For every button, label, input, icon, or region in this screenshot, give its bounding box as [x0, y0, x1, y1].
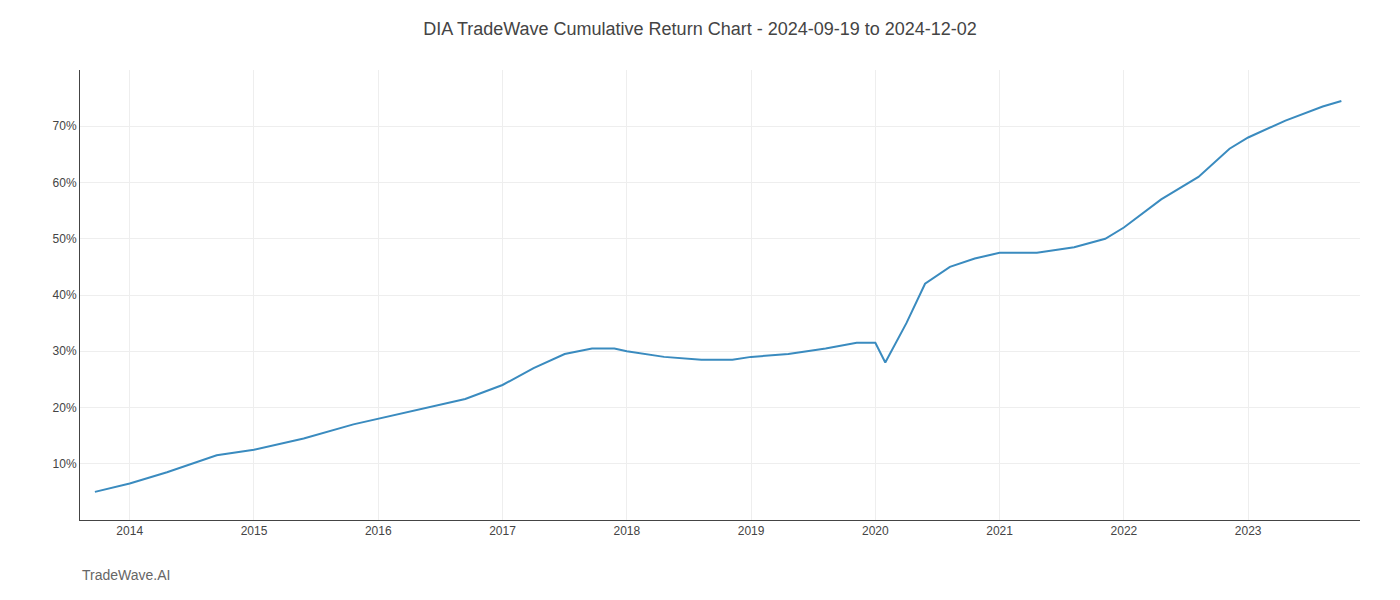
- svg-text:30%: 30%: [53, 344, 77, 358]
- svg-text:2022: 2022: [1111, 524, 1138, 538]
- svg-text:50%: 50%: [53, 232, 77, 246]
- svg-text:40%: 40%: [53, 288, 77, 302]
- svg-text:20%: 20%: [53, 401, 77, 415]
- svg-text:2016: 2016: [365, 524, 392, 538]
- svg-text:2014: 2014: [116, 524, 143, 538]
- svg-text:2015: 2015: [241, 524, 268, 538]
- svg-text:TradeWave.AI: TradeWave.AI: [82, 567, 170, 583]
- svg-text:60%: 60%: [53, 176, 77, 190]
- svg-text:10%: 10%: [53, 457, 77, 471]
- svg-text:2020: 2020: [862, 524, 889, 538]
- svg-text:70%: 70%: [53, 119, 77, 133]
- svg-text:2019: 2019: [738, 524, 765, 538]
- svg-text:2018: 2018: [613, 524, 640, 538]
- svg-text:2021: 2021: [986, 524, 1013, 538]
- svg-text:2023: 2023: [1235, 524, 1262, 538]
- svg-text:2017: 2017: [489, 524, 516, 538]
- svg-text:DIA TradeWave Cumulative Retur: DIA TradeWave Cumulative Return Chart - …: [423, 19, 977, 39]
